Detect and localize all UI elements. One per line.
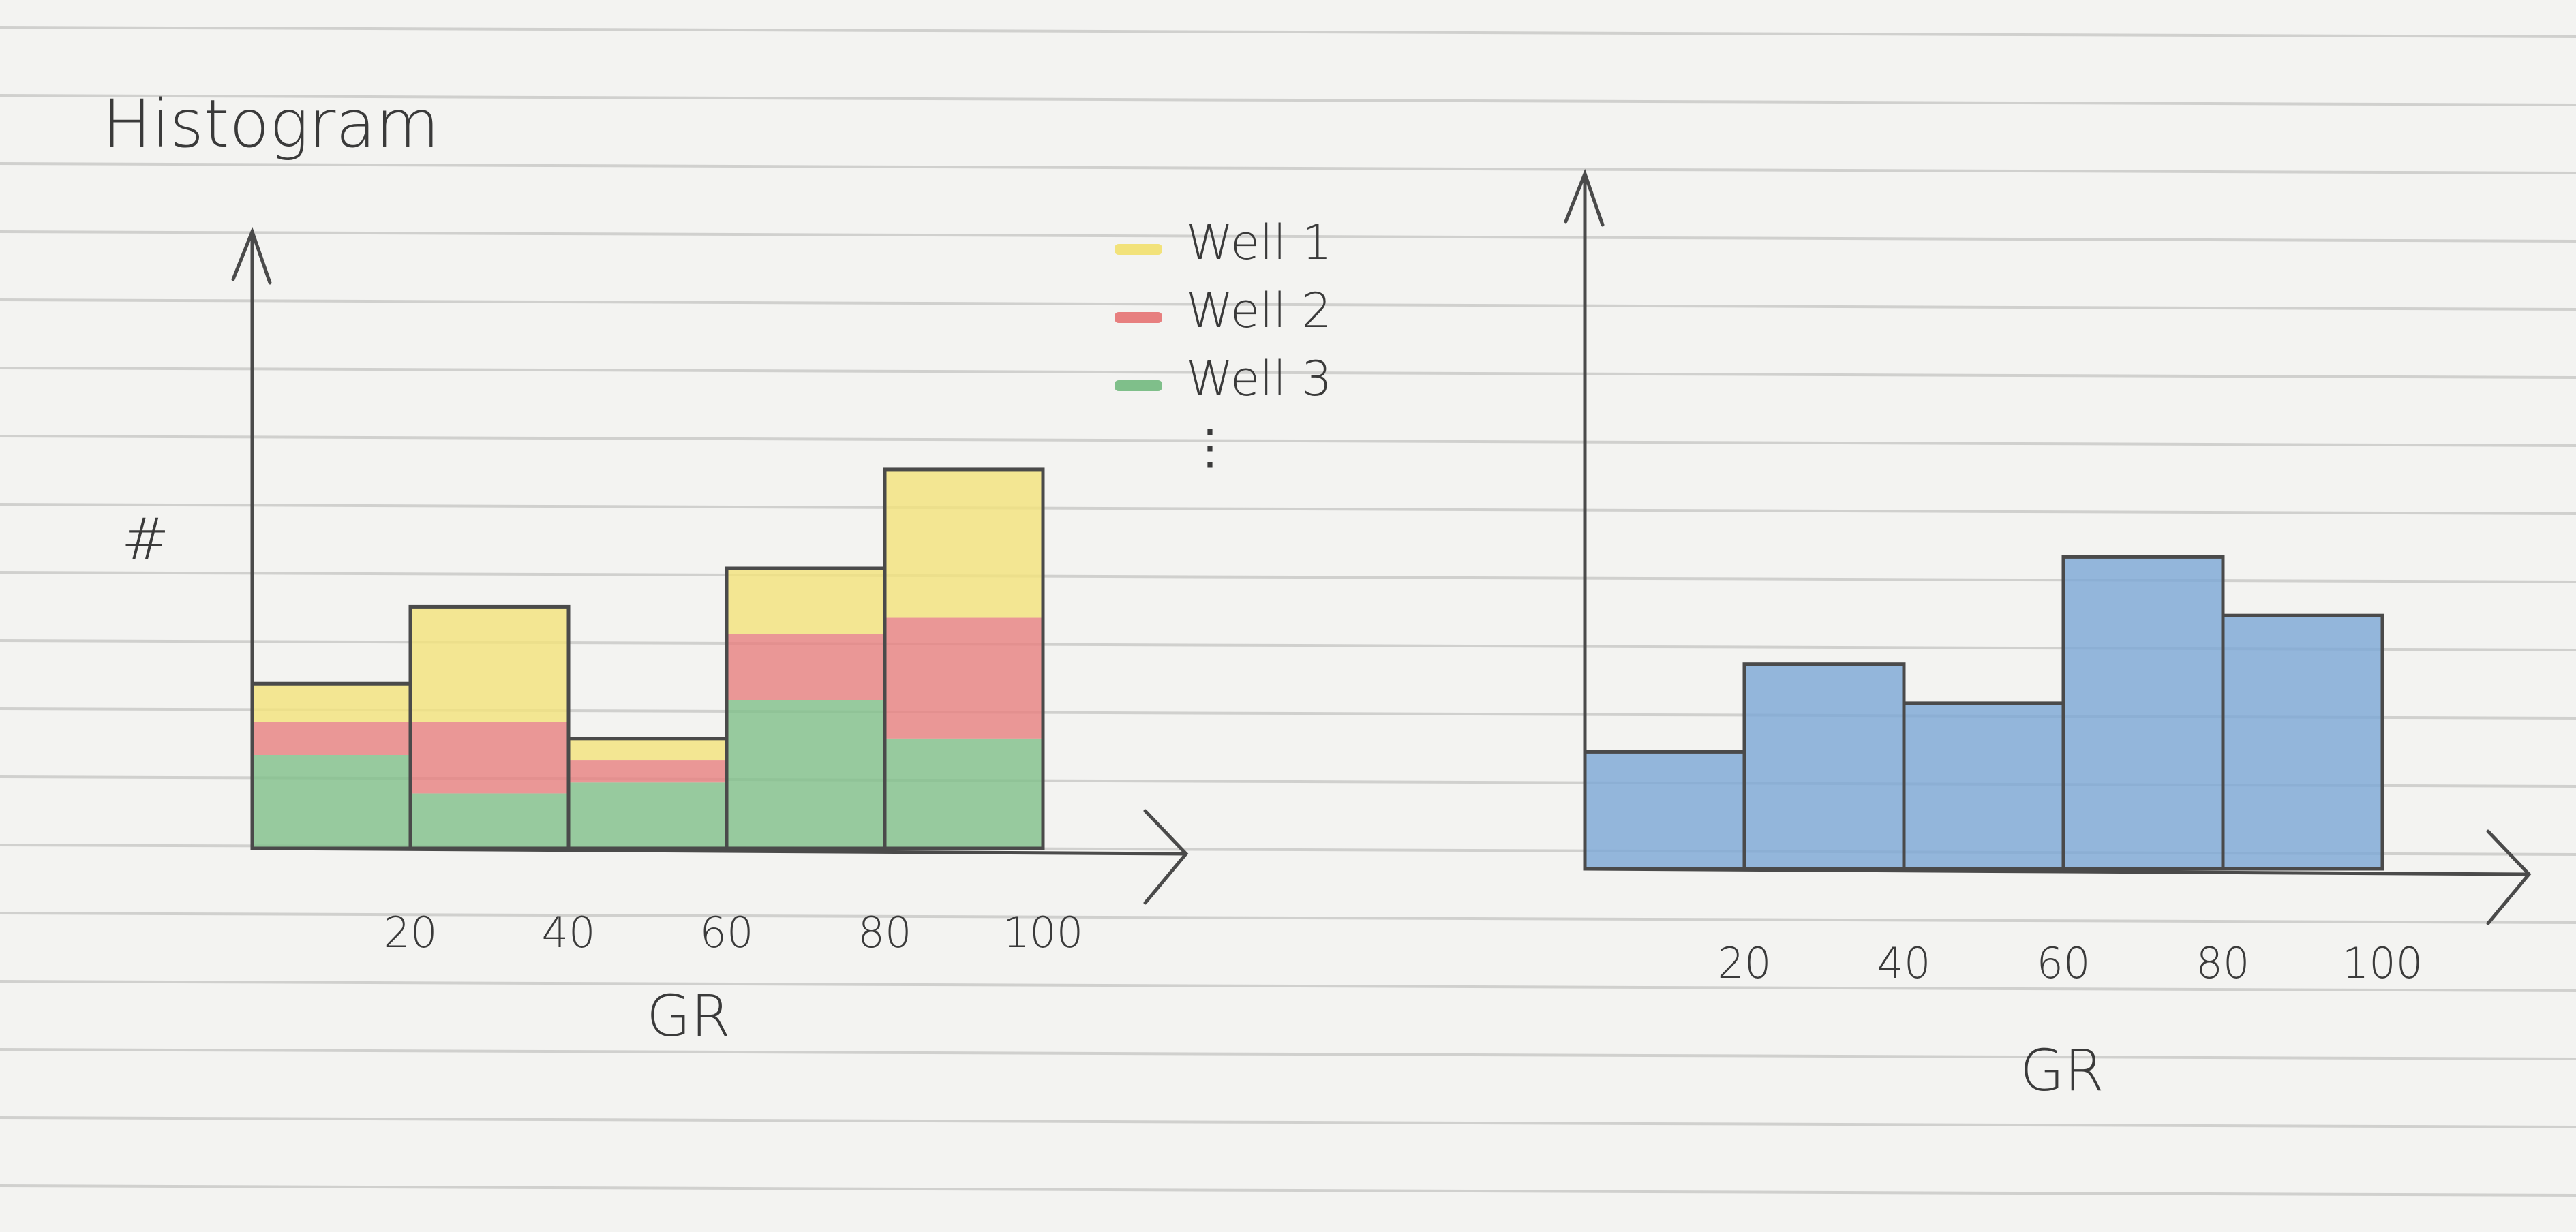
ruled-line [0, 503, 2576, 515]
bar-segment [1904, 703, 2063, 869]
bar-segment [410, 606, 569, 722]
ruled-line [0, 980, 2576, 992]
legend: Well 1 Well 2 Well 3 ⋮ [1115, 215, 1332, 475]
y-axis-arrow [231, 226, 272, 285]
x-tick-label: 20 [1718, 938, 1772, 988]
ruled-line [0, 1184, 2576, 1197]
x-axis-arrow [1143, 809, 1189, 905]
legend-label: Well 2 [1186, 283, 1332, 339]
bar-outline [2221, 613, 2384, 871]
bar-segment [885, 617, 1043, 739]
x-tick-label: 20 [384, 908, 438, 957]
left-y-axis-label: # [121, 506, 169, 572]
ruled-line [0, 26, 2576, 38]
bar-segment [727, 634, 885, 700]
legend-swatch [1115, 312, 1162, 323]
ruled-line [0, 94, 2576, 106]
x-tick-label: 60 [2037, 938, 2091, 988]
ruled-line [0, 435, 2576, 447]
ruled-line [0, 298, 2576, 311]
right-x-ticks: 20 40 60 80 100 [1718, 938, 2423, 988]
histogram-chart: 20 40 60 80 100 GR [1564, 168, 2532, 1104]
left-x-axis-title: GR [646, 983, 730, 1049]
stacked-histogram-chart: 20 40 60 80 100 GR # Well 1 Well 2 Well 3 ⋮ [121, 215, 1332, 1049]
right-axes [1564, 168, 2532, 925]
ruled-line [0, 1048, 2576, 1060]
bar-segment [1585, 752, 1744, 869]
left-bars [250, 467, 1045, 850]
left-axes [231, 226, 1189, 905]
x-tick-label: 100 [1003, 908, 1083, 957]
legend-label: Well 1 [1186, 215, 1332, 271]
bar-segment [727, 568, 885, 634]
bar-segment [2223, 615, 2382, 869]
bar-outline [883, 467, 1045, 850]
ruled-line [0, 230, 2576, 243]
legend-label: Well 3 [1186, 351, 1332, 407]
bar-segment [410, 793, 569, 848]
ruled-line [0, 1116, 2576, 1128]
right-bars [1583, 555, 2384, 871]
bar-segment [569, 782, 727, 848]
legend-label: ⋮ [1186, 419, 1234, 475]
x-tick-label: 40 [542, 908, 596, 957]
bar-segment [252, 722, 410, 755]
x-axis-arrow [2486, 829, 2532, 925]
x-tick-label: 40 [1877, 938, 1931, 988]
bar-segment [569, 738, 727, 761]
right-x-axis-title: GR [2020, 1037, 2104, 1104]
legend-swatch [1115, 380, 1162, 391]
ruled-line [0, 912, 2576, 924]
ruled-line [0, 367, 2576, 379]
bar-segment [252, 683, 410, 722]
x-tick-label: 60 [700, 908, 754, 957]
bar-segment [1744, 664, 1904, 869]
bar-segment [410, 722, 569, 794]
x-tick-label: 100 [2342, 938, 2423, 988]
x-tick-label: 80 [2196, 938, 2250, 988]
x-tick-label: 80 [858, 908, 912, 957]
legend-swatch [1115, 244, 1162, 255]
x-axis-line [1583, 867, 2531, 876]
ruled-line [0, 162, 2576, 174]
bar-segment [2063, 557, 2223, 869]
bar-segment [885, 738, 1043, 848]
bar-segment [569, 760, 727, 783]
bar-segment [727, 700, 885, 848]
bar-segment [885, 469, 1043, 618]
x-axis-line [250, 846, 1188, 856]
chart-title: Histogram [102, 86, 440, 162]
bar-segment [252, 755, 410, 848]
y-axis-arrow [1564, 168, 1605, 227]
left-x-ticks: 20 40 60 80 100 [384, 908, 1084, 957]
